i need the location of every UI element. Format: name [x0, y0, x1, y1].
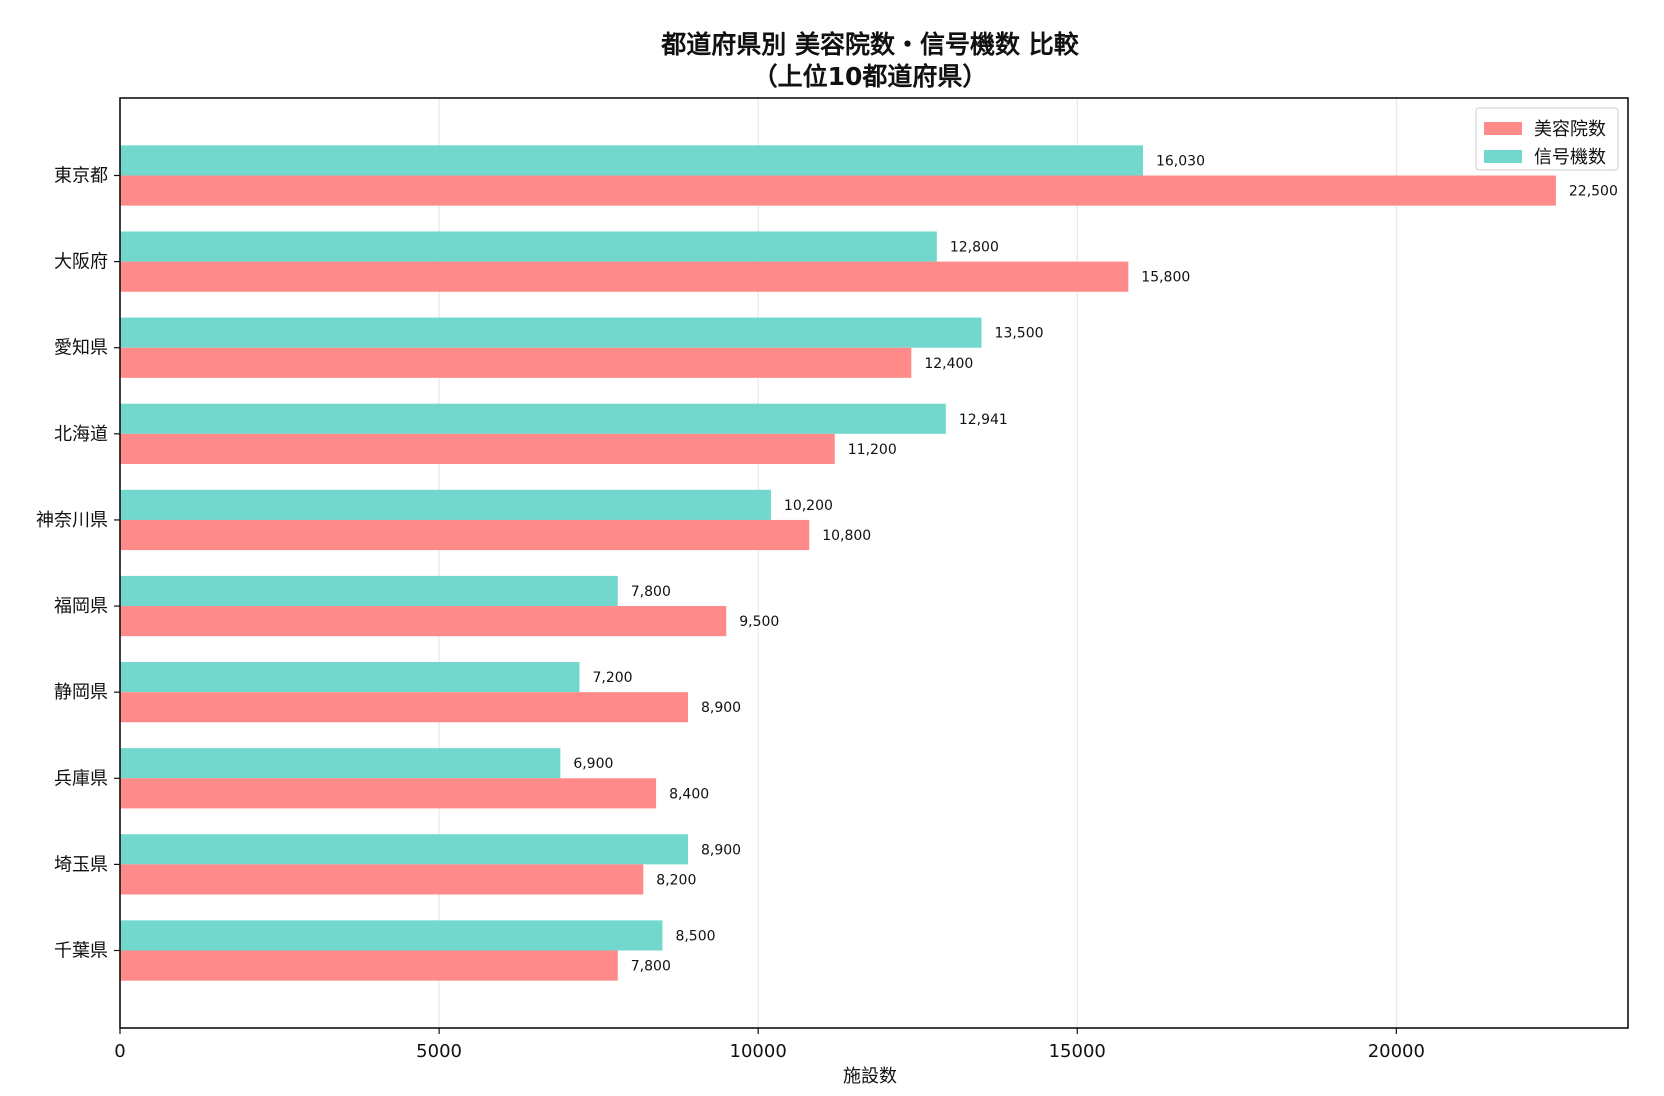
x-tick-label: 0 [114, 1041, 125, 1062]
x-tick-label: 5000 [416, 1041, 462, 1062]
bar-salon [120, 692, 688, 723]
data-label-signal: 7,800 [631, 584, 671, 600]
bar-signal [120, 575, 618, 607]
data-labels: 16,030 22,500 12,800 15,800 13,500 12,400 12,9… [573, 153, 1618, 974]
bar-salon [120, 864, 644, 895]
data-label-signal: 8,900 [701, 842, 741, 858]
y-category-label: 静岡県 [54, 682, 108, 703]
data-label-salon: 7,800 [631, 959, 671, 975]
legend-label: 美容院数 [1534, 119, 1606, 140]
data-label-signal: 12,800 [950, 240, 999, 256]
bar-signal [120, 920, 663, 951]
x-axis-label: 施設数 [843, 1066, 897, 1087]
chart-title-line-2: （上位10都道府県） [753, 62, 988, 91]
y-category-label: 福岡県 [54, 596, 108, 617]
data-label-signal: 7,200 [592, 670, 632, 686]
data-label-salon: 8,200 [656, 872, 696, 888]
chart-title-line-1: 都道府県別 美容院数・信号機数 比較 [660, 30, 1079, 59]
bar-salon [120, 175, 1556, 206]
bar-salon [120, 778, 657, 809]
y-category-label: 愛知県 [54, 338, 108, 359]
x-axis: 0 5000 10000 15000 20000 [114, 1028, 1425, 1062]
y-category-label: 北海道 [54, 424, 108, 445]
data-label-signal: 10,200 [784, 498, 833, 514]
bar-signal [120, 145, 1143, 176]
bar-salon [120, 950, 618, 981]
chart-title: 都道府県別 美容院数・信号機数 比較 （上位10都道府県） [660, 30, 1079, 91]
bar-salon [120, 519, 810, 551]
y-category-label: 東京都 [54, 166, 108, 187]
data-label-salon: 22,500 [1569, 184, 1618, 200]
bar-signal [120, 662, 580, 693]
bar-salon [120, 347, 912, 378]
bar-salon [120, 261, 1129, 292]
y-category-label: 神奈川県 [36, 510, 108, 531]
data-label-signal: 8,500 [675, 928, 715, 944]
bar-signal [120, 834, 688, 865]
bar-signal [120, 231, 937, 262]
data-label-salon: 15,800 [1141, 270, 1190, 286]
legend-swatch [1484, 150, 1522, 163]
plot-area-frame [119, 97, 1629, 1029]
bar-signal [120, 489, 771, 520]
data-label-salon: 8,400 [669, 786, 709, 802]
legend-swatch [1484, 122, 1522, 135]
data-label-salon: 11,200 [848, 442, 897, 458]
data-label-salon: 12,400 [924, 356, 973, 372]
bar-salon [120, 606, 727, 637]
y-category-label: 兵庫県 [54, 768, 108, 789]
legend-label: 信号機数 [1534, 147, 1606, 168]
bar-signal [120, 748, 561, 779]
bar-signal [120, 403, 946, 434]
y-category-label: 大阪府 [54, 252, 108, 273]
bar-signal [120, 317, 982, 348]
x-tick-label: 10000 [730, 1041, 787, 1062]
x-tick-label: 15000 [1049, 1041, 1106, 1062]
data-label-salon: 8,900 [701, 700, 741, 716]
data-label-salon: 10,800 [822, 528, 871, 544]
y-category-label: 埼玉県 [54, 854, 108, 875]
data-label-signal: 13,500 [995, 326, 1044, 342]
y-category-label: 千葉県 [54, 941, 108, 962]
x-tick-label: 20000 [1368, 1041, 1425, 1062]
bars [120, 145, 1556, 981]
data-label-signal: 12,941 [959, 412, 1008, 428]
data-label-signal: 6,900 [573, 756, 613, 772]
data-label-signal: 16,030 [1156, 153, 1205, 169]
data-label-salon: 9,500 [739, 614, 779, 630]
bar-salon [120, 433, 835, 464]
